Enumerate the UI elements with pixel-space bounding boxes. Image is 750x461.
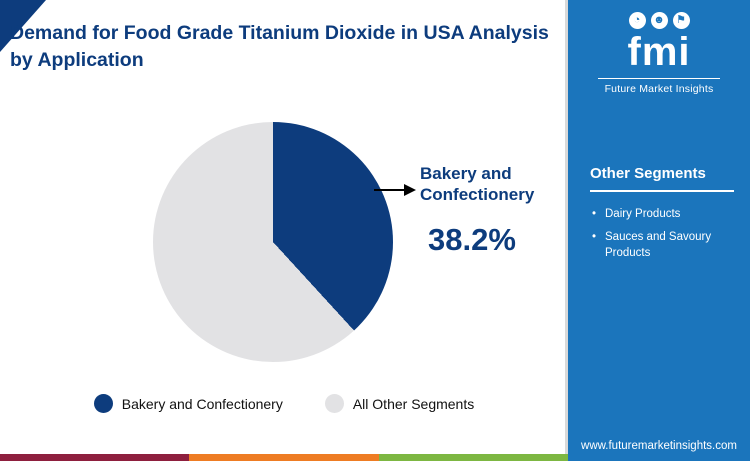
legend-label: Bakery and Confectionery [121, 395, 283, 412]
legend-swatch [93, 394, 113, 413]
footer-stripe [0, 454, 568, 461]
logo-wordmark: fmi [627, 30, 691, 74]
other-segments-heading: Other Segments [590, 165, 734, 192]
pie-chart [153, 122, 393, 362]
legend-item: Bakery and Confectionery [93, 394, 283, 413]
vertical-divider [565, 0, 568, 461]
brand-name: Future Market Insights [604, 83, 714, 95]
logo-rule [598, 78, 720, 79]
fmi-logo: ◔ ☻ ⚑ fmi Future Market Insights [568, 12, 750, 95]
list-item: Dairy Products [592, 206, 720, 222]
website-url: www.futuremarketinsights.com [581, 440, 737, 452]
stripe-segment [378, 454, 568, 461]
pie-chart-icon: ◔ [628, 12, 646, 29]
chart-legend: Bakery and Confectionery All Other Segme… [0, 394, 568, 413]
stripe-segment [189, 454, 379, 461]
list-item: Sauces and Savoury Products [592, 229, 720, 261]
logo-icons-row: ◔ ☻ ⚑ [568, 12, 750, 29]
callout-label: Bakery and Confectionery [420, 164, 535, 205]
legend-item: All Other Segments [324, 394, 475, 413]
other-segments-list: Dairy Products Sauces and Savoury Produc… [592, 206, 736, 261]
page-title: Demand for Food Grade Titanium Dioxide i… [10, 22, 549, 71]
legend-label: All Other Segments [352, 395, 475, 412]
stripe-segment [0, 454, 190, 461]
legend-swatch [324, 394, 344, 413]
sidebar: ◔ ☻ ⚑ fmi Future Market Insights Other S… [568, 0, 750, 461]
callout-arrow-icon [374, 184, 416, 196]
callout-value: 38.2% [428, 222, 516, 257]
flag-icon: ⚑ [672, 12, 690, 29]
person-icon: ☻ [650, 12, 668, 29]
